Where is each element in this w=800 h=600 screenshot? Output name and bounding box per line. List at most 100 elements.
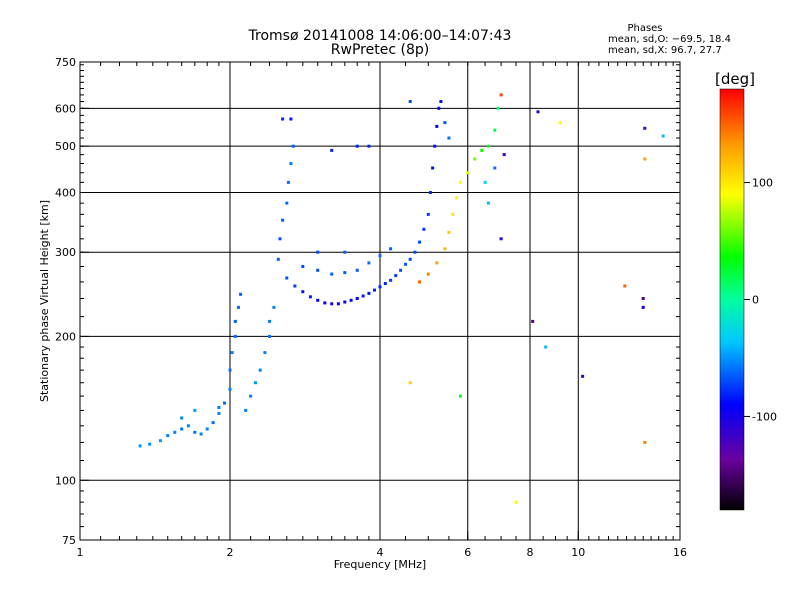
- x-tick-label: 4: [377, 546, 384, 559]
- data-point: [451, 212, 455, 216]
- data-point: [643, 126, 647, 130]
- data-point: [276, 257, 280, 261]
- data-point: [480, 148, 484, 152]
- data-point: [378, 254, 382, 258]
- data-point: [389, 278, 393, 282]
- data-point: [330, 148, 334, 152]
- data-point: [466, 171, 470, 175]
- data-point: [378, 285, 382, 289]
- axes: 1 2 4 6 8 10 16 75 100 200 300 400 500 600 750: [55, 56, 687, 559]
- data-point: [536, 110, 540, 114]
- data-point: [237, 305, 240, 309]
- data-point: [447, 230, 451, 234]
- data-point: [544, 345, 548, 349]
- data-point: [418, 280, 421, 284]
- x-tick-label: 2: [227, 546, 234, 559]
- data-point: [268, 319, 271, 323]
- data-point: [473, 157, 477, 161]
- data-point: [502, 153, 506, 157]
- data-point: [499, 93, 503, 97]
- data-point: [343, 300, 347, 304]
- data-point: [443, 121, 447, 125]
- data-point: [361, 294, 365, 298]
- x-tick-label: 8: [527, 546, 534, 559]
- data-point: [373, 288, 376, 292]
- data-point: [431, 166, 435, 170]
- data-point: [435, 124, 439, 128]
- data-point: [286, 180, 290, 184]
- y-tick-label: 300: [55, 246, 76, 259]
- data-point: [399, 268, 403, 272]
- data-point: [493, 166, 497, 170]
- data-point: [258, 368, 262, 372]
- data-point: [493, 128, 497, 132]
- data-point: [230, 351, 234, 355]
- data-point: [336, 302, 340, 306]
- data-point: [418, 240, 421, 244]
- data-point: [367, 144, 371, 148]
- data-point: [244, 408, 248, 412]
- plot-frame: [79, 61, 681, 541]
- data-point: [148, 442, 152, 446]
- data-point: [285, 276, 289, 280]
- data-point: [281, 117, 285, 121]
- y-tick-label: 500: [55, 140, 76, 153]
- y-axis-label: Stationary phase Virtual Height [km]: [38, 200, 51, 402]
- data-point: [408, 381, 412, 385]
- data-point: [643, 440, 647, 444]
- data-point: [661, 134, 665, 138]
- data-point: [355, 297, 359, 300]
- data-point: [413, 250, 417, 254]
- data-point: [239, 292, 243, 296]
- grid-lines: [80, 62, 680, 540]
- data-point: [316, 268, 320, 272]
- data-point: [330, 272, 334, 276]
- data-point: [458, 180, 462, 184]
- data-point: [428, 191, 432, 194]
- data-point: [180, 427, 184, 431]
- data-point: [422, 227, 426, 231]
- data-point: [408, 257, 412, 261]
- y-tick-label: 100: [55, 474, 76, 487]
- y-tick-label: 400: [55, 186, 76, 199]
- data-point: [389, 247, 393, 251]
- data-point: [558, 121, 562, 125]
- data-point: [278, 237, 282, 241]
- chart-subtitle: RwPretec (8p): [331, 42, 429, 58]
- data-point: [293, 284, 297, 288]
- data-point: [581, 374, 585, 378]
- colorbar-tick-label: -100: [752, 410, 777, 423]
- chart-title: Tromsø 20141008 14:06:00–14:07:43: [248, 28, 512, 44]
- data-point: [211, 421, 215, 425]
- data-point: [228, 368, 232, 372]
- y-tick-label: 200: [55, 330, 76, 343]
- data-point: [330, 302, 334, 306]
- data-point: [316, 250, 320, 254]
- data-point: [193, 408, 197, 412]
- data-point: [433, 144, 437, 148]
- data-point: [343, 271, 347, 275]
- x-axis-label: Frequency [MHz]: [334, 558, 426, 571]
- data-point: [426, 272, 430, 276]
- data-point: [531, 319, 535, 323]
- data-point: [289, 162, 293, 165]
- data-point: [355, 268, 359, 272]
- data-point: [301, 265, 305, 268]
- data-point: [496, 106, 500, 110]
- data-point: [223, 401, 226, 405]
- x-tick-label: 16: [673, 546, 687, 559]
- colorbar-tick-label: 0: [752, 294, 759, 307]
- data-point: [455, 196, 459, 200]
- data-point: [367, 261, 371, 265]
- data-point: [486, 144, 490, 148]
- y-tick-label: 750: [55, 56, 76, 69]
- data-point: [408, 100, 412, 103]
- data-point: [499, 237, 503, 241]
- data-point: [435, 261, 439, 265]
- x-tick-label: 1: [77, 546, 84, 559]
- data-point: [643, 157, 647, 161]
- data-point: [263, 351, 267, 355]
- data-point: [186, 424, 190, 428]
- phases-o-mode-stats: mean, sd,O: −69.5, 18.4: [608, 34, 731, 45]
